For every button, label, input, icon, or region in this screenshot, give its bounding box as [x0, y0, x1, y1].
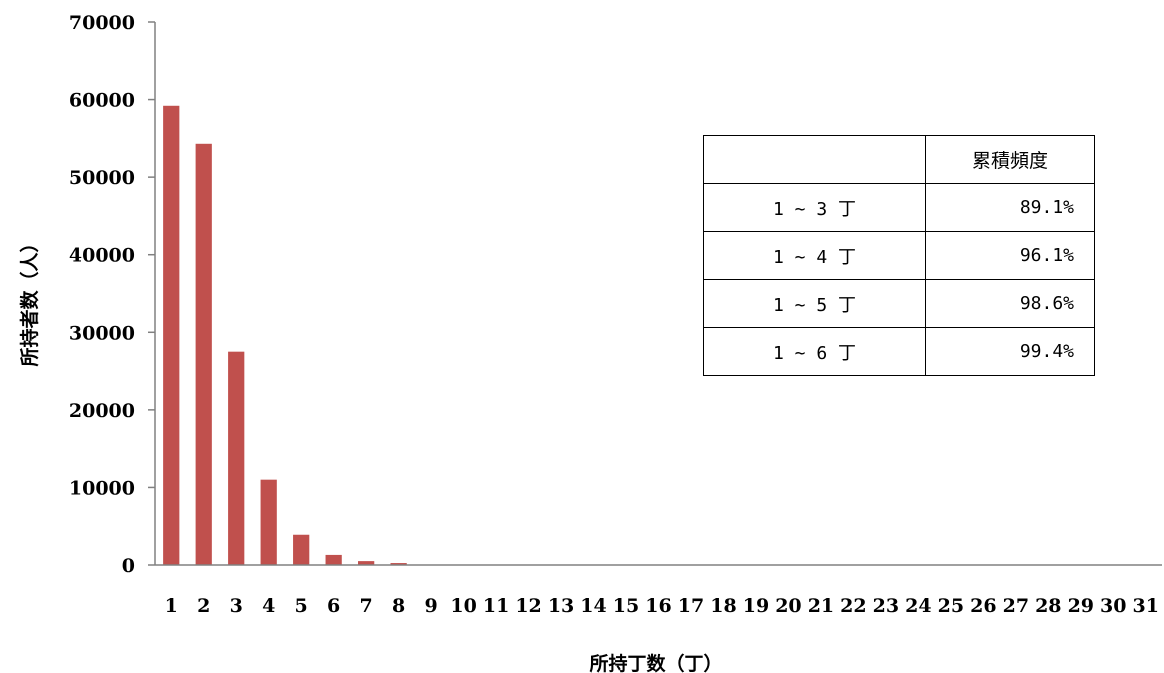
x-tick-label: 11	[483, 595, 509, 617]
table-row: 1 ~ 5 丁 98.6%	[703, 279, 1095, 328]
x-tick-label: 1	[165, 595, 178, 617]
y-axis-title: 所持者数（人）	[18, 233, 41, 366]
x-tick-label: 22	[840, 595, 866, 617]
x-tick-label: 2	[197, 595, 210, 617]
x-tick-label: 18	[710, 595, 736, 617]
x-tick-label: 6	[327, 595, 340, 617]
x-tick-label: 26	[970, 595, 996, 617]
table-cell-range: 1 ~ 5 丁	[703, 279, 926, 328]
table-cell-value: 98.6%	[925, 279, 1095, 328]
bar-series	[163, 105, 602, 566]
bar	[293, 534, 310, 565]
bar	[260, 479, 277, 565]
x-tick-label: 9	[424, 595, 437, 617]
x-tick-label: 19	[743, 595, 769, 617]
table-header-blank	[703, 135, 926, 184]
bar	[325, 554, 342, 565]
y-axis-ticks: 0 10000 20000 30000 40000 50000 60000 70000	[69, 12, 155, 577]
x-tick-label: 13	[548, 595, 574, 617]
x-tick-label: 27	[1003, 595, 1029, 617]
x-tick-label: 5	[295, 595, 308, 617]
bar	[358, 561, 375, 565]
y-tick-label: 40000	[69, 245, 135, 267]
table-cell-value: 96.1%	[925, 231, 1095, 280]
bar	[390, 563, 407, 565]
x-tick-label: 16	[645, 595, 671, 617]
y-tick-label: 20000	[69, 400, 135, 422]
table-cell-range: 1 ~ 6 丁	[703, 327, 926, 376]
x-axis-title: 所持丁数（丁）	[589, 652, 722, 673]
cumulative-frequency-table: 累積頻度 1 ~ 3 丁 89.1% 1 ~ 4 丁 96.1% 1 ~ 5 丁…	[703, 135, 1095, 376]
x-tick-label: 21	[808, 595, 834, 617]
table-row: 1 ~ 4 丁 96.1%	[703, 231, 1095, 280]
table-cell-range: 1 ~ 3 丁	[703, 183, 926, 232]
y-tick-label: 70000	[69, 12, 135, 34]
x-tick-label: 23	[873, 595, 899, 617]
x-tick-label: 31	[1133, 595, 1159, 617]
x-tick-label: 8	[392, 595, 405, 617]
x-tick-label: 30	[1100, 595, 1126, 617]
x-tick-label: 7	[360, 595, 373, 617]
x-tick-label: 3	[230, 595, 243, 617]
x-tick-label: 14	[580, 595, 606, 617]
y-tick-label: 0	[122, 555, 135, 577]
x-tick-label: 24	[905, 595, 931, 617]
x-tick-label: 12	[515, 595, 541, 617]
x-tick-label: 17	[678, 595, 704, 617]
x-tick-label: 29	[1068, 595, 1094, 617]
bar	[163, 105, 180, 565]
y-tick-label: 10000	[69, 477, 135, 499]
y-tick-label: 30000	[69, 322, 135, 344]
x-axis-ticks: 1 2 3 4 5 6 7 8 9 10 11 12 13 14 15 16 17 18 19 20 21 22 23 24 2…	[165, 595, 1159, 617]
table-cell-range: 1 ~ 4 丁	[703, 231, 926, 280]
table-cell-value: 89.1%	[925, 183, 1095, 232]
x-tick-label: 10	[450, 595, 476, 617]
x-tick-label: 15	[613, 595, 639, 617]
bar	[228, 351, 245, 565]
x-tick-label: 28	[1035, 595, 1061, 617]
table-row: 1 ~ 3 丁 89.1%	[703, 183, 1095, 232]
bar	[195, 143, 212, 565]
x-tick-label: 25	[938, 595, 964, 617]
table-header-cumulative-frequency: 累積頻度	[925, 135, 1095, 184]
table-header-row: 累積頻度	[703, 135, 1095, 184]
table-cell-value: 99.4%	[925, 327, 1095, 376]
x-tick-label: 4	[262, 595, 275, 617]
table-row: 1 ~ 6 丁 99.4%	[703, 327, 1095, 376]
y-tick-label: 60000	[69, 90, 135, 112]
x-tick-label: 20	[775, 595, 801, 617]
y-tick-label: 50000	[69, 167, 135, 189]
